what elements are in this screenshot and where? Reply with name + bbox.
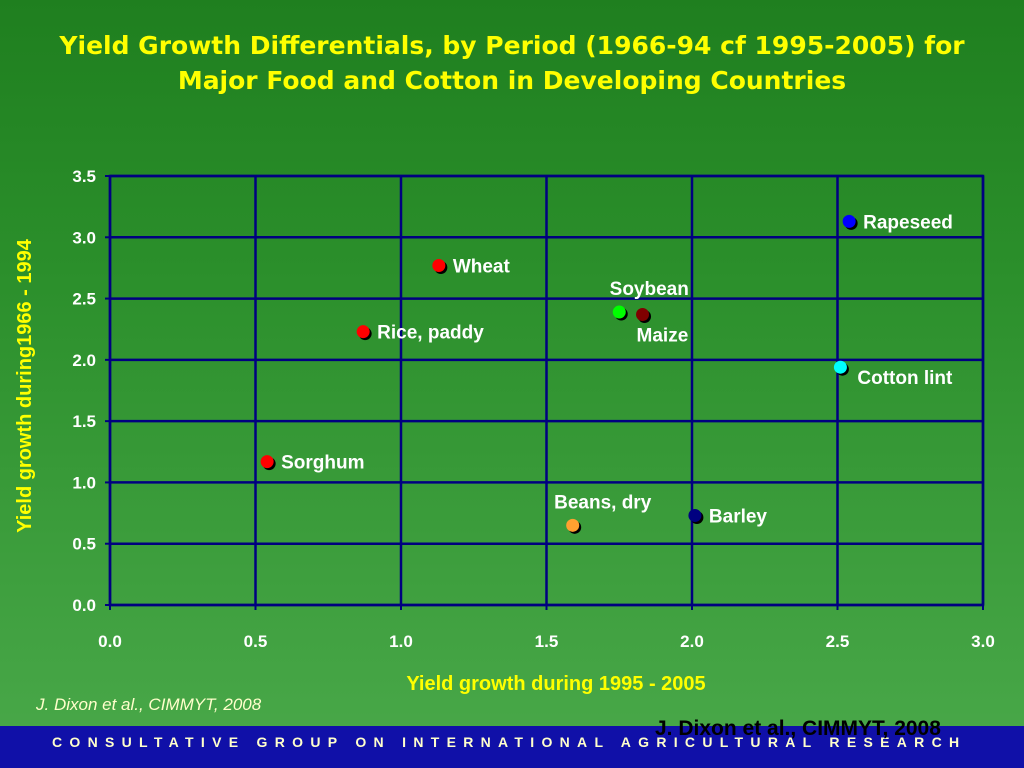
y-tick-label: 3.5: [72, 167, 96, 186]
x-tick-label: 2.0: [680, 632, 704, 651]
citation-left: J. Dixon et al., CIMMYT, 2008: [36, 695, 262, 714]
point-label: Wheat: [453, 256, 511, 277]
footer-bar: [0, 726, 1024, 768]
citation-right: J. Dixon et al., CIMMYT, 2008: [655, 717, 941, 740]
data-point: [833, 360, 847, 374]
x-tick-label: 1.5: [535, 632, 559, 651]
data-point: [636, 308, 650, 322]
y-tick-label: 2.0: [72, 351, 96, 370]
data-point: [688, 509, 702, 523]
point-label: Sorghum: [281, 453, 364, 474]
y-tick-label: 3.0: [72, 228, 96, 247]
y-tick-label: 0.5: [72, 535, 96, 554]
tick-label-layer: 0.0 0.5 1.0 1.5 2.0 2.5 3.0 0.0 0.5 1.0 1.5 2.0 2.5 3…: [72, 167, 994, 651]
point-label: Cotton lint: [857, 368, 953, 389]
data-point: [356, 325, 370, 339]
point-label: Rapeseed: [863, 212, 953, 233]
y-tick-label: 1.0: [72, 473, 96, 492]
x-tick-label: 3.0: [971, 632, 995, 651]
point-label: Soybean: [610, 279, 689, 300]
grid-layer: [105, 174, 985, 610]
y-tick-label: 1.5: [72, 412, 96, 431]
x-tick-label: 1.0: [389, 632, 413, 651]
y-axis-label: Yield growth during1966 - 1994: [14, 238, 36, 533]
data-point: [260, 455, 274, 469]
footer-organization-text: CONSULTATIVE GROUP ON INTERNATIONAL AGRI…: [52, 734, 967, 750]
data-point: [432, 258, 446, 272]
y-tick-label: 2.5: [72, 290, 96, 309]
x-tick-label: 2.5: [826, 632, 850, 651]
point-layer: Rapeseed Wheat Soybean Maize Rice, paddy Cott…: [260, 212, 953, 534]
data-point: [842, 214, 856, 228]
x-axis-label: Yield growth during 1995 - 2005: [406, 673, 705, 695]
x-tick-label: 0.0: [98, 632, 122, 651]
y-tick-label: 0.0: [72, 596, 96, 615]
point-label: Rice, paddy: [377, 323, 484, 344]
point-label: Barley: [709, 507, 768, 528]
point-label: Beans, dry: [554, 492, 652, 513]
point-label: Maize: [637, 326, 689, 347]
data-point: [566, 518, 580, 532]
data-point: [612, 305, 626, 319]
x-tick-label: 0.5: [244, 632, 268, 651]
chart-title: Yield Growth Differentials, by Period (1…: [59, 31, 965, 95]
